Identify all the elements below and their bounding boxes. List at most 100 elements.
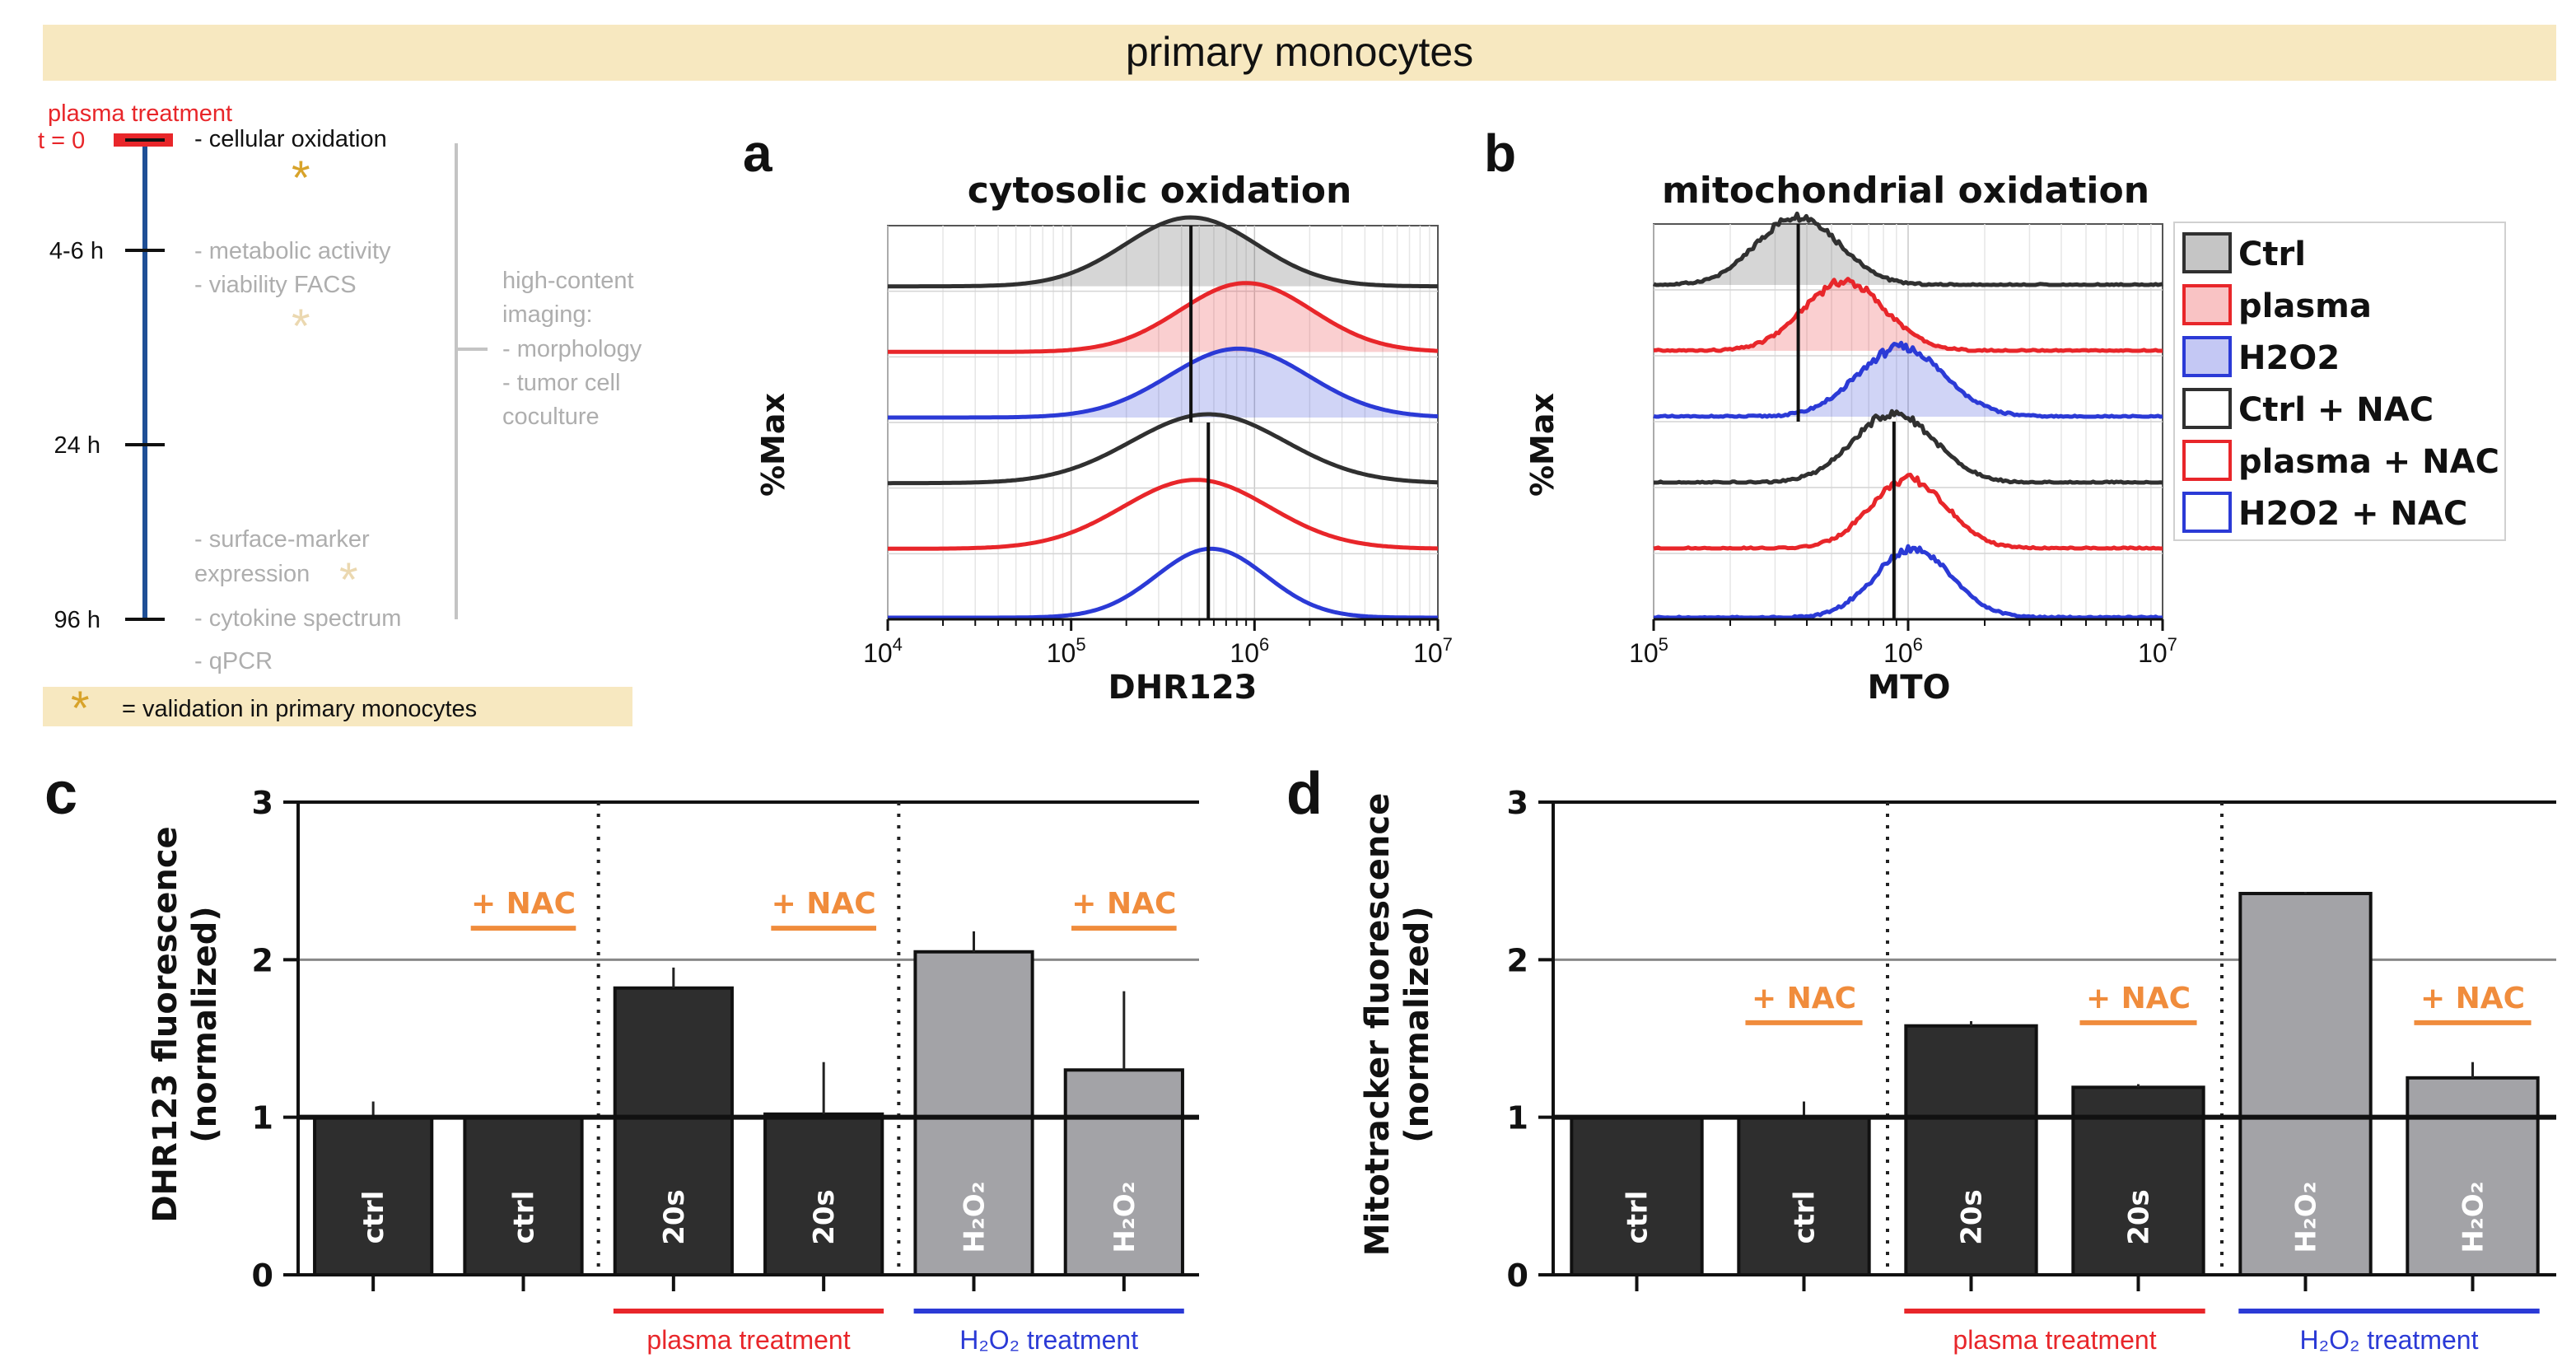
imaging-line-3: - morphology — [502, 336, 642, 362]
assay-qpcr: - qPCR — [194, 648, 273, 674]
y-tick-label: 0 — [1507, 1258, 1528, 1294]
panel-c-ylabel-2: (normalized) — [186, 906, 224, 1142]
assay-metabolic-activity: - metabolic activity — [194, 238, 391, 264]
histogram-curve-ctrl-nac — [888, 412, 1439, 486]
bar-label-6: H₂O₂ — [2457, 1181, 2490, 1253]
tick-base: 10 — [863, 638, 893, 668]
panel-a-title: cytosolic oxidation — [968, 170, 1352, 212]
x-tick-label: 105 — [1629, 634, 1668, 668]
bar-label-1: ctrl — [1622, 1191, 1654, 1244]
treatment-label: plasma treatment — [48, 100, 232, 127]
tick-exponent: 6 — [1913, 634, 1923, 655]
tick-exponent: 5 — [1659, 634, 1668, 655]
bar-1 — [313, 1115, 434, 1276]
bar-label-5: H₂O₂ — [2290, 1181, 2323, 1253]
panel-c-ylabel-1: DHR123 fluorescence — [147, 826, 184, 1222]
timeline-panel: plasma treatment t = 0 4-6 h 24 h 96 h -… — [38, 100, 642, 735]
banner-background — [43, 25, 2556, 81]
bar-label-2: ctrl — [508, 1191, 541, 1244]
histogram-curve-plasma-nac — [1653, 473, 2163, 551]
bar-label-5: H₂O₂ — [959, 1181, 992, 1253]
legend-label: Ctrl + NAC — [2238, 391, 2434, 429]
imaging-line-1: high-content — [502, 268, 634, 294]
histogram-curve-plasma-nac — [888, 478, 1439, 551]
bar-chart-d: ctrl ctrl 20s 20s H₂O₂ H₂O₂ 0 1 2 3 + NAC + NAC + NA… — [1507, 785, 2556, 1355]
panel-b-xlabel: MTO — [1867, 669, 1950, 707]
tick-base: 10 — [1883, 638, 1913, 668]
star-pale: * — [292, 300, 310, 353]
tick-base: 10 — [1413, 638, 1443, 668]
assay-expression: expression — [194, 561, 310, 587]
histogram-curve-plasma — [1653, 277, 2163, 353]
assay-viability-facs: - viability FACS — [194, 272, 357, 298]
tick-exponent: 5 — [1076, 634, 1085, 655]
time-label-96h: 96 h — [54, 607, 100, 633]
legend-text: = validation in primary monocytes — [122, 696, 477, 722]
panel-c-letter: c — [44, 761, 77, 827]
banner-title: primary monocytes — [1126, 29, 1473, 75]
assay-cytokine-spectrum: - cytokine spectrum — [194, 605, 401, 632]
time-label-4-6h: 4-6 h — [49, 238, 104, 264]
legend-frame — [2173, 222, 2506, 541]
legend-label: H2O2 + NAC — [2238, 495, 2467, 533]
legend-label: plasma + NAC — [2238, 443, 2499, 481]
legend-star: * — [71, 682, 90, 735]
histogram-curve-ctrl — [888, 215, 1438, 289]
nac-label: + NAC — [772, 887, 876, 921]
tick-base: 10 — [1629, 638, 1659, 668]
legend-swatch-plasma — [2182, 284, 2232, 325]
nac-label: + NAC — [2420, 982, 2525, 1015]
legend-swatch-ctrl-nac — [2182, 388, 2232, 429]
panel-a-xlabel: DHR123 — [1108, 669, 1258, 707]
panel-b: b mitochondrial oxidation %Max 105 106 107… — [1484, 124, 2506, 707]
bar-2 — [463, 1115, 584, 1276]
y-tick-label: 0 — [252, 1258, 273, 1294]
legend-label: Ctrl — [2238, 236, 2306, 273]
histogram-curve-plasma — [888, 281, 1439, 354]
nac-label: + NAC — [1752, 982, 1856, 1015]
star-gold: * — [292, 152, 310, 205]
imaging-line-5: coculture — [502, 404, 600, 430]
time-label-t0: t = 0 — [38, 128, 85, 154]
y-tick-label: 1 — [252, 1100, 273, 1136]
assay-cellular-oxidation: - cellular oxidation — [194, 126, 387, 152]
bar-chart-c: ctrl ctrl 20s 20s H₂O₂ H₂O₂ 0 1 2 3 + NAC + NAC + NA… — [252, 785, 1199, 1355]
y-tick-label: 2 — [252, 942, 273, 978]
histogram-curve-h2o2-nac — [1654, 544, 2163, 620]
tick-base: 10 — [2138, 638, 2168, 668]
bar-label-4: 20s — [808, 1189, 841, 1245]
panel-d: d Mitotracker fluorescence (normalized) … — [1286, 761, 2556, 1355]
assay-surface-marker: - surface-marker — [194, 526, 370, 553]
histogram-curve-ctrl-nac — [1654, 408, 2163, 485]
group-label: plasma treatment — [1953, 1325, 2156, 1355]
histogram-legend: Ctrl plasma H2O2 Ctrl + NAC plasma + NAC H2O2… — [2173, 222, 2506, 541]
bar-label-2: ctrl — [1789, 1191, 1822, 1244]
group-label: H₂O₂ treatment — [2300, 1325, 2479, 1355]
tick-base: 10 — [1230, 638, 1259, 668]
histogram-fill-ctrl — [1654, 213, 2163, 285]
nac-label: + NAC — [471, 887, 576, 921]
y-tick-label: 2 — [1507, 942, 1528, 978]
x-tick-label: 105 — [1047, 634, 1086, 668]
nac-label: + NAC — [1071, 887, 1176, 921]
histogram-curve-h2o2 — [1653, 340, 2163, 419]
panel-d-ylabel-1: Mitotracker fluorescence — [1359, 793, 1397, 1256]
legend-box — [43, 687, 632, 726]
panel-c: c DHR123 fluorescence (normalized) ctrl c… — [44, 761, 1199, 1355]
x-tick-label: 107 — [1413, 634, 1453, 668]
histogram-a: 104 105 106 107 — [863, 215, 1453, 668]
bar-6 — [2406, 1076, 2540, 1277]
histogram-curve-ctrl — [1653, 211, 2163, 287]
histogram-curve-h2o2 — [888, 346, 1439, 420]
bar-label-1: ctrl — [357, 1191, 390, 1244]
legend-label: plasma — [2238, 287, 2372, 325]
legend-swatch-plasma-nac — [2182, 440, 2232, 481]
tick-base: 10 — [1047, 638, 1076, 668]
star-pale-2: * — [339, 553, 358, 607]
x-tick-label: 106 — [1230, 634, 1269, 668]
time-label-24h: 24 h — [54, 432, 100, 459]
panel-d-letter: d — [1286, 761, 1323, 827]
tick-exponent: 7 — [2168, 634, 2177, 655]
bar-label-6: H₂O₂ — [1108, 1181, 1141, 1253]
